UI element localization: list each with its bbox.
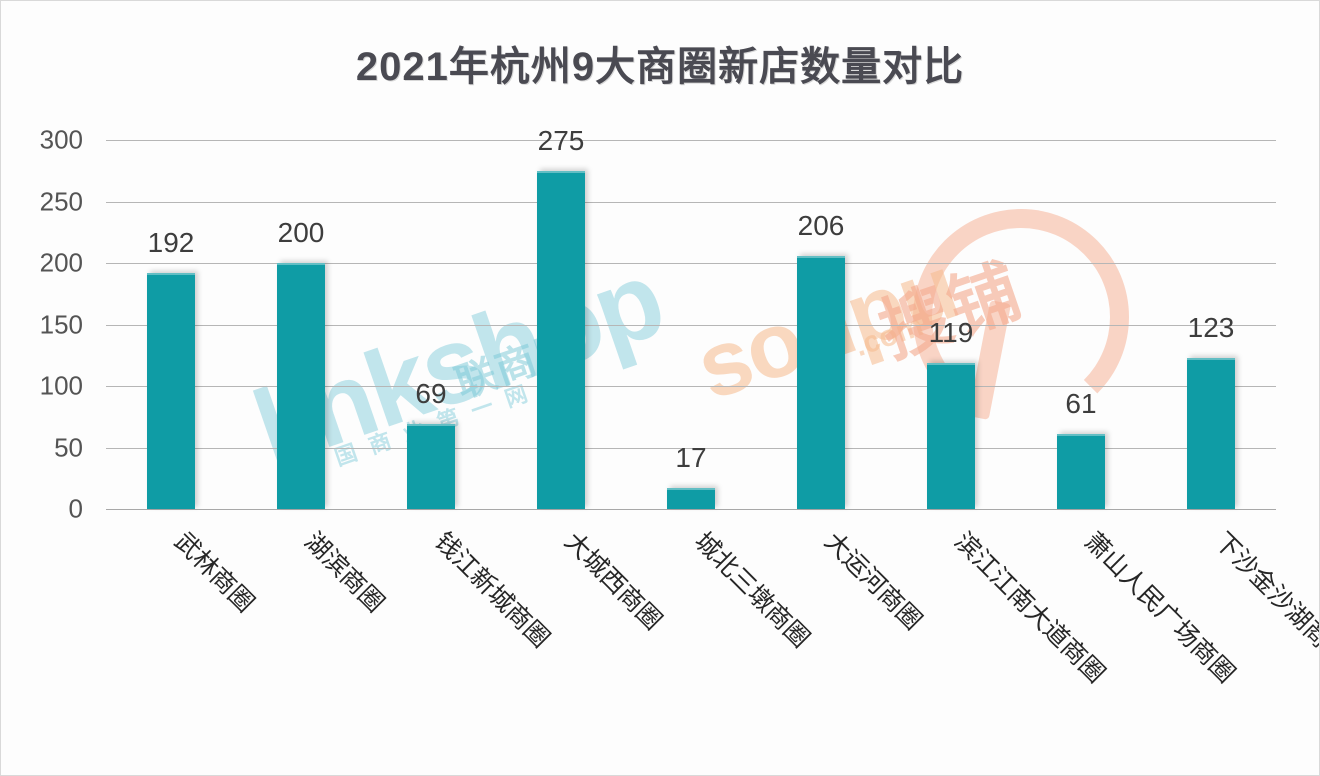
gridline	[106, 386, 1276, 387]
bar[interactable]	[537, 170, 585, 509]
bar-column[interactable]: 192	[147, 140, 195, 509]
y-axis-tick-label: 50	[54, 432, 83, 462]
bar[interactable]	[927, 362, 975, 509]
gridline	[106, 447, 1276, 449]
bar-value-label: 206	[797, 209, 845, 241]
y-axis-tick-label: 250	[39, 186, 83, 216]
y-axis-tick-label: 200	[39, 247, 83, 278]
bar-column[interactable]: 69	[407, 140, 455, 509]
bar-column[interactable]: 123	[1187, 140, 1235, 509]
bar-column[interactable]: 206	[797, 140, 845, 509]
bar-column[interactable]: 200	[277, 140, 325, 509]
bar-value-label: 192	[147, 226, 195, 258]
bar[interactable]	[667, 488, 715, 509]
bar-column[interactable]: 119	[927, 140, 975, 509]
bar[interactable]	[277, 263, 325, 509]
chart-title: 2021年杭州9大商圈新店数量对比	[355, 45, 965, 89]
bar-column[interactable]: 275	[537, 125, 585, 509]
bar-value-label: 17	[675, 442, 707, 474]
gridline	[106, 324, 1276, 326]
bar-value-label: 200	[277, 217, 325, 248]
plot-area: 192 200 69 275 17 206 119 61 123	[106, 125, 1276, 510]
gridline	[106, 140, 1276, 141]
bar-value-label: 69	[415, 378, 447, 410]
bar[interactable]	[1187, 357, 1235, 509]
bar-value-label: 275	[537, 124, 585, 156]
bar[interactable]	[147, 272, 195, 509]
bar[interactable]	[1057, 433, 1105, 509]
gridline	[106, 509, 1276, 510]
gridline	[106, 201, 1276, 203]
y-axis-tick-label: 300	[39, 124, 83, 155]
bar[interactable]	[797, 255, 845, 509]
gridline	[106, 263, 1276, 264]
bar-value-label: 61	[1065, 387, 1097, 419]
bar-column[interactable]: 61	[1057, 140, 1105, 509]
bar-column[interactable]: 17	[667, 140, 715, 509]
y-axis-tick-label: 150	[39, 309, 83, 339]
y-axis-tick-label: 0	[68, 493, 83, 524]
bar-value-label: 119	[928, 316, 974, 348]
y-axis-tick-label: 100	[39, 370, 83, 401]
bar-value-label: 123	[1187, 311, 1235, 343]
bar[interactable]	[407, 424, 455, 509]
